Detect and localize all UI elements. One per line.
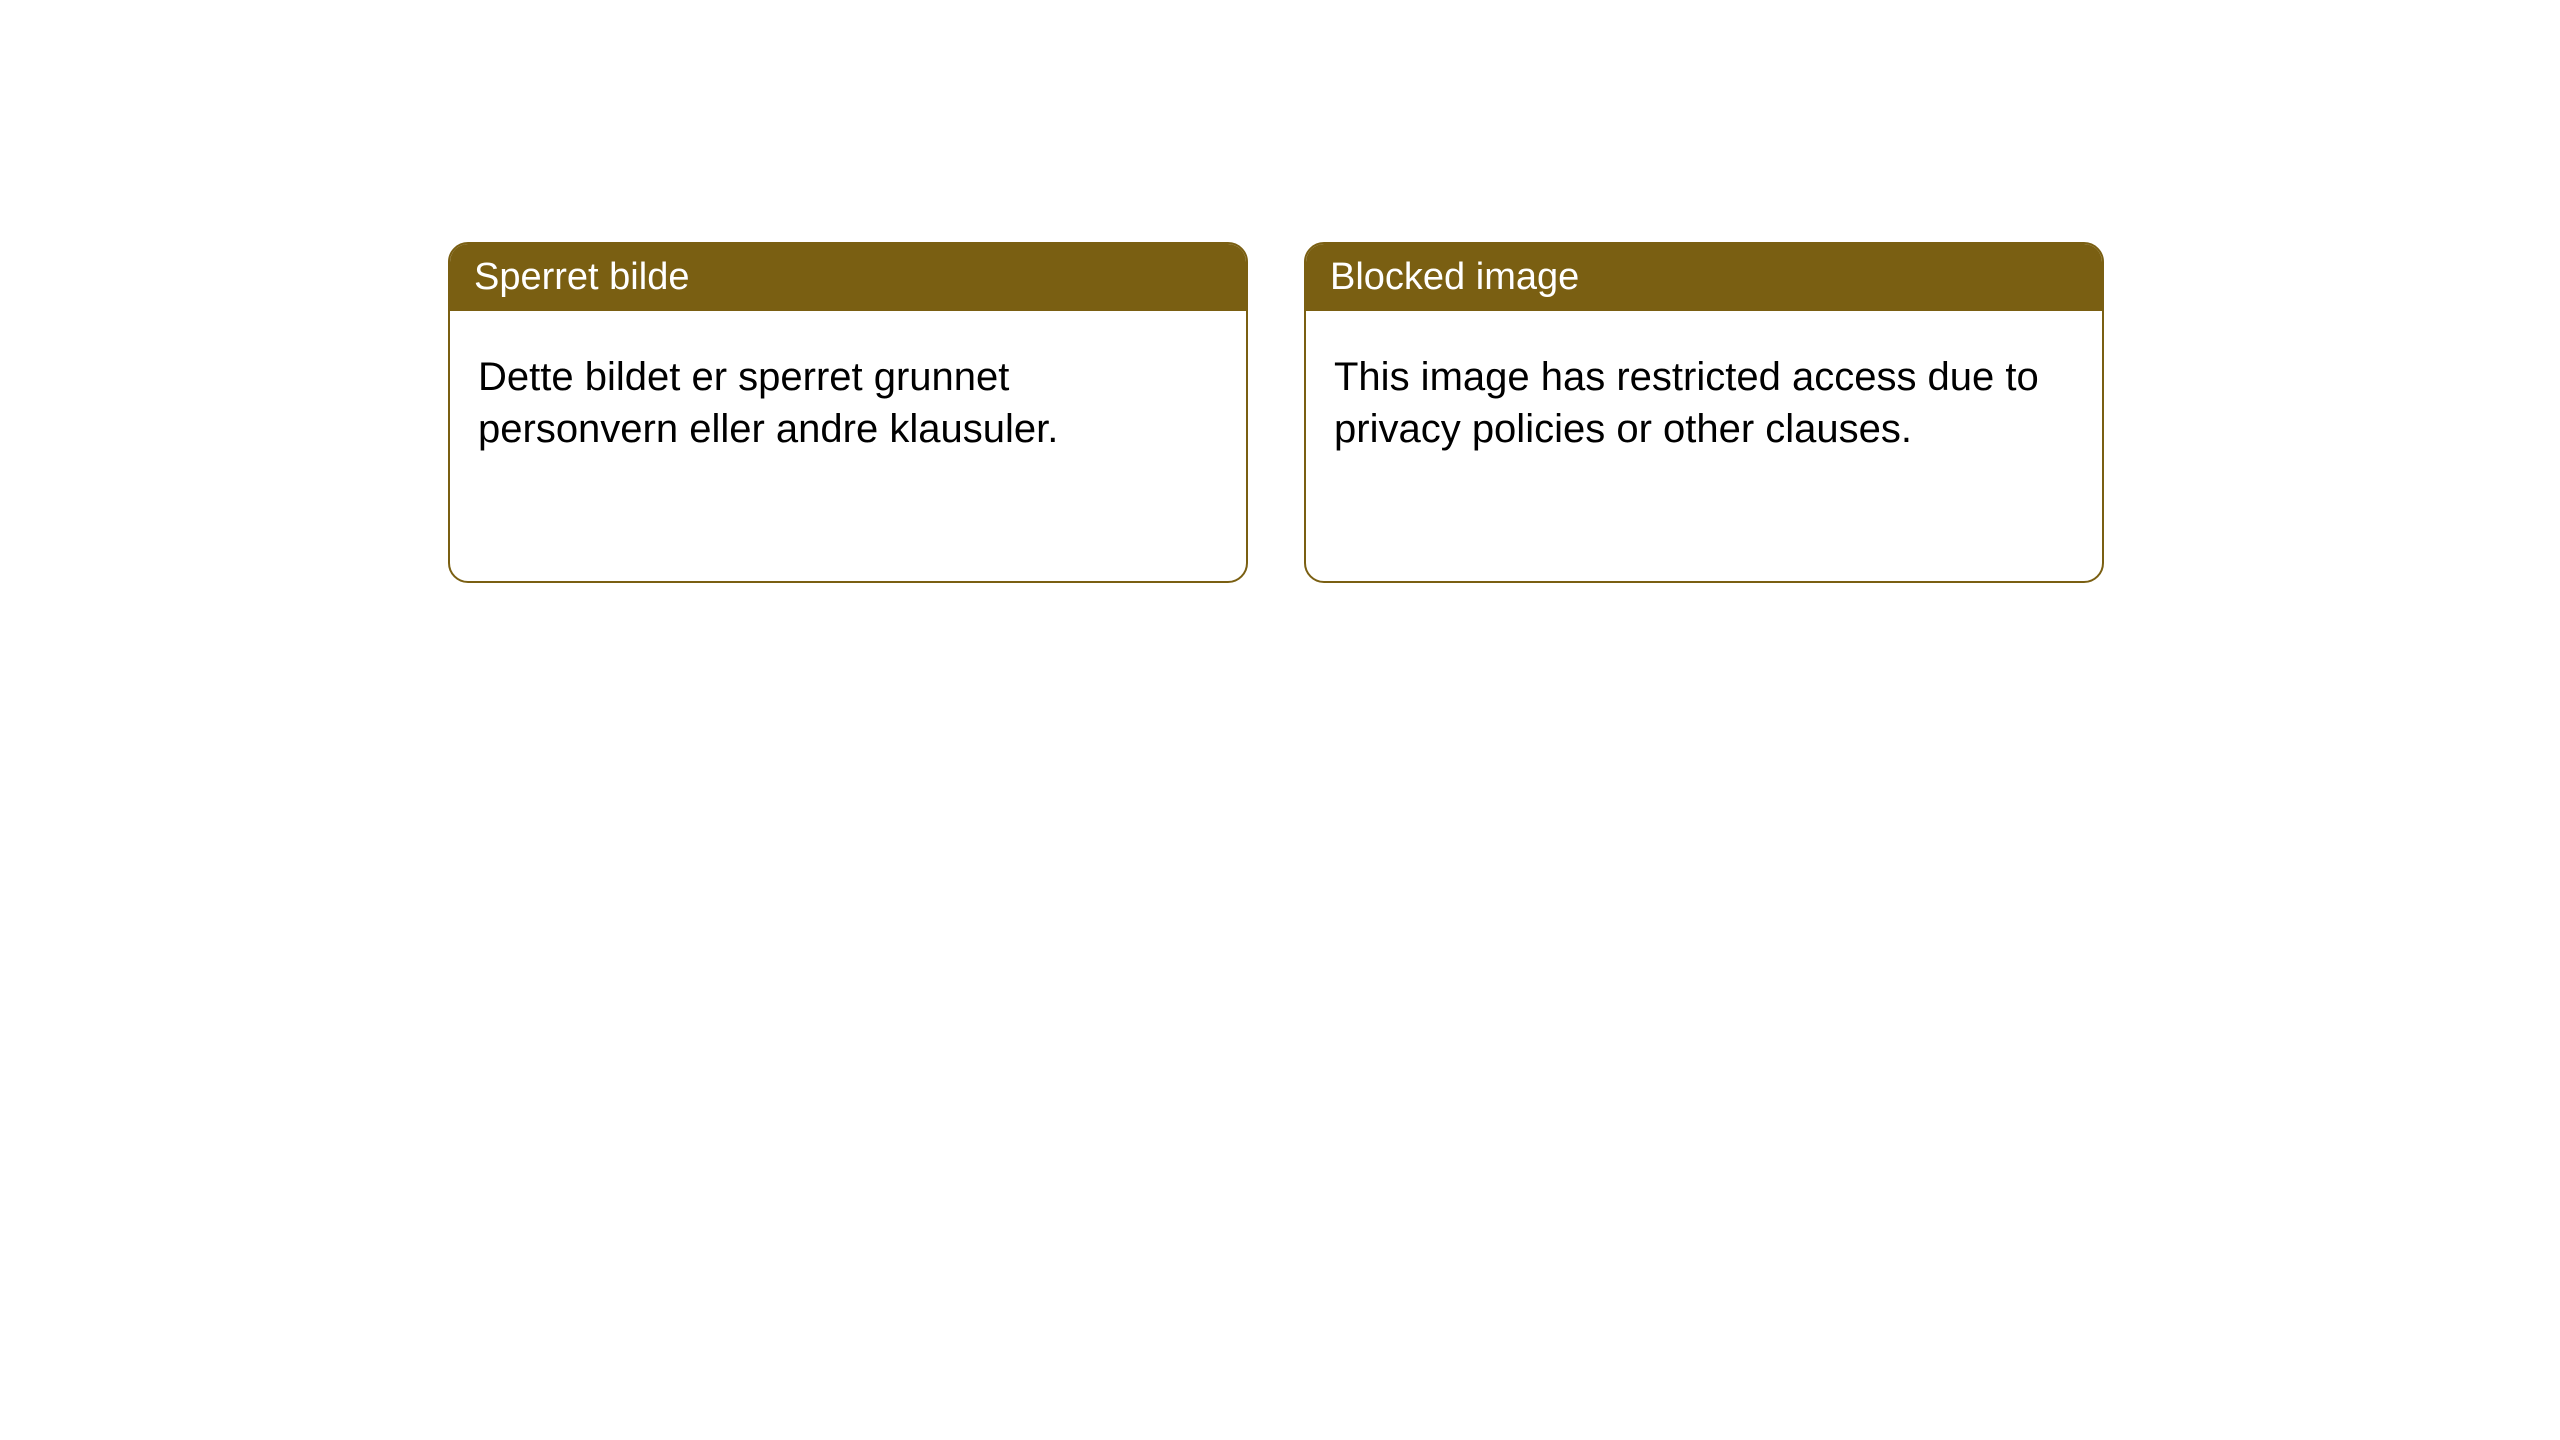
notice-card-norwegian: Sperret bilde Dette bildet er sperret gr…	[448, 242, 1248, 583]
card-body: Dette bildet er sperret grunnet personve…	[450, 311, 1246, 581]
card-header: Sperret bilde	[450, 244, 1246, 311]
card-header: Blocked image	[1306, 244, 2102, 311]
notice-card-container: Sperret bilde Dette bildet er sperret gr…	[448, 242, 2104, 583]
notice-card-english: Blocked image This image has restricted …	[1304, 242, 2104, 583]
card-body: This image has restricted access due to …	[1306, 311, 2102, 581]
